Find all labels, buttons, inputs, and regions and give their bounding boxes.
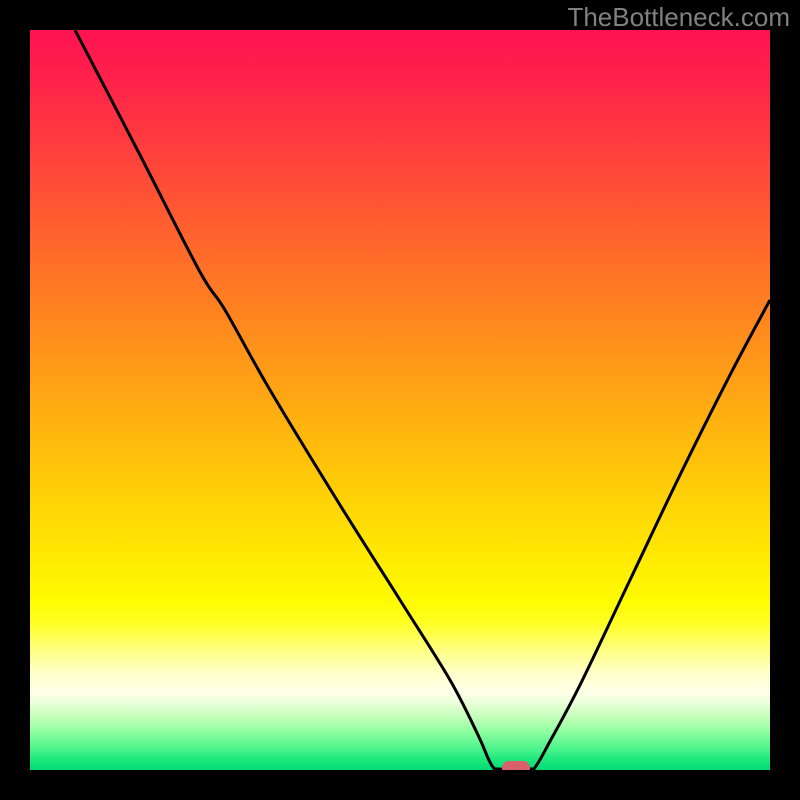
chart-svg: [0, 0, 800, 800]
chart-stage: TheBottleneck.com: [0, 0, 800, 800]
gradient-background: [30, 30, 770, 770]
watermark-text: TheBottleneck.com: [567, 2, 790, 33]
